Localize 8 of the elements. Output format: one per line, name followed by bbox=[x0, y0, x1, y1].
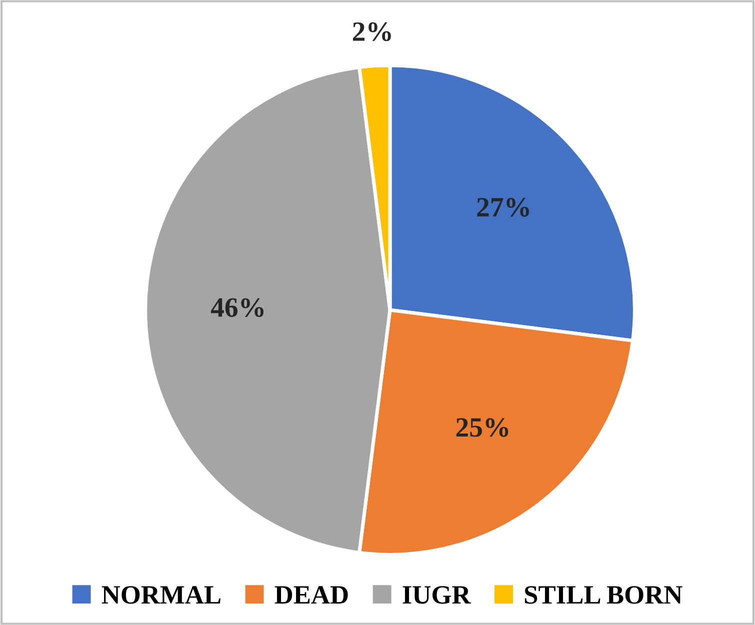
legend-label: IUGR bbox=[402, 586, 472, 604]
data-label: 2% bbox=[352, 22, 391, 42]
legend-label: DEAD bbox=[274, 586, 348, 604]
legend-label: NORMAL bbox=[102, 586, 220, 604]
legend-label: STILL BORN bbox=[524, 586, 682, 604]
data-label: 25% bbox=[456, 418, 508, 437]
data-label: 27% bbox=[477, 198, 529, 217]
data-label: 46% bbox=[210, 298, 264, 318]
